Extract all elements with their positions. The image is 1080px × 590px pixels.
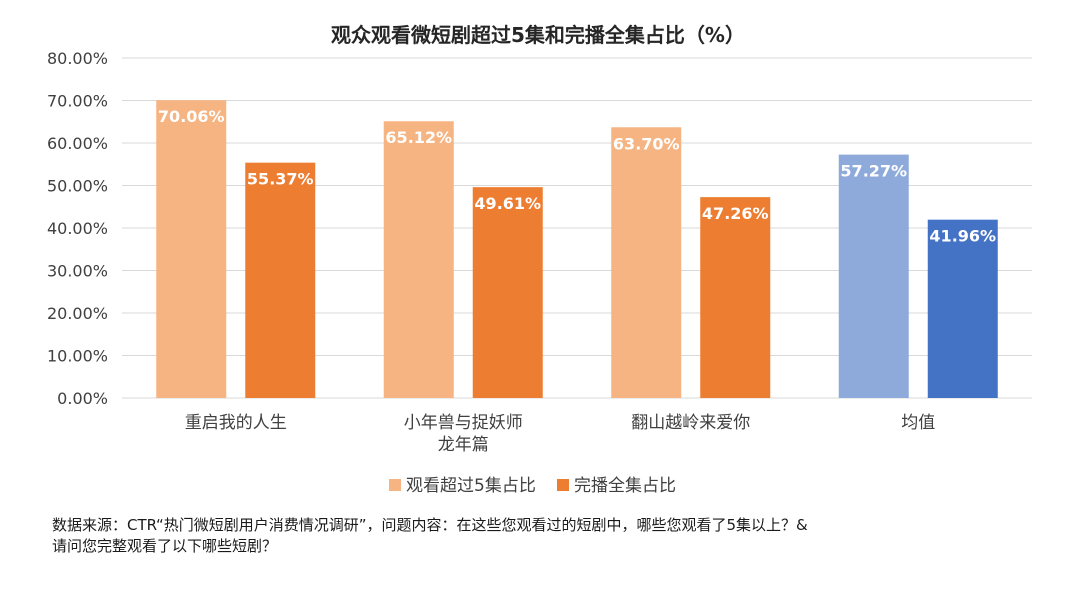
bar-over-5-episodes-3 [838, 154, 909, 398]
x-tick-label: 均值 [901, 413, 935, 433]
y-tick-label: 40.00% [47, 219, 108, 238]
bar-completed-0 [245, 162, 316, 398]
legend-swatch-series-1 [389, 479, 401, 491]
legend-label-series-2: 完播全集占比 [574, 476, 676, 496]
bar-chart: 观众观看微短剧超过5集和完播全集占比（%） 0.00% 10.00% 20.00% 3… [47, 23, 1032, 496]
legend-swatch-series-2 [557, 479, 569, 491]
data-label: 55.37% [247, 170, 314, 189]
bar-over-5-episodes-1 [383, 121, 454, 399]
legend: 观看超过5集占比 完播全集占比 [389, 476, 676, 496]
bar-over-5-episodes-0 [156, 100, 227, 399]
y-tick-label: 60.00% [47, 134, 108, 153]
y-tick-label: 70.00% [47, 92, 108, 111]
x-tick-label: 翻山越岭来爱你 [631, 413, 750, 433]
x-tick-label: 重启我的人生 [185, 413, 287, 433]
bar-completed-1 [472, 187, 543, 398]
data-label: 65.12% [385, 128, 452, 147]
data-label: 49.61% [474, 194, 541, 213]
bar-completed-3 [927, 219, 998, 398]
x-axis-ticks: 重启我的人生 小年兽与捉妖师龙年篇 翻山越岭来爱你 均值 [185, 413, 936, 455]
source-note-line-2: 请问您完整观看了以下哪些短剧？ [52, 537, 278, 555]
y-tick-label: 30.00% [47, 262, 108, 281]
x-tick-label: 小年兽与捉妖师龙年篇 [404, 413, 523, 455]
data-label: 47.26% [702, 204, 769, 223]
y-tick-label: 20.00% [47, 304, 108, 323]
data-label: 63.70% [613, 134, 680, 153]
bars [156, 100, 998, 399]
data-label: 41.96% [929, 227, 996, 246]
bar-completed-2 [700, 197, 771, 398]
y-tick-label: 80.00% [47, 49, 108, 68]
data-label: 70.06% [158, 107, 225, 126]
data-labels: 70.06% 55.37% 65.12% 49.61% 63.70% 47.26% 57.2… [158, 107, 996, 245]
data-label: 57.27% [840, 162, 907, 181]
y-axis-ticks: 0.00% 10.00% 20.00% 30.00% 40.00% 50.00% 60.00… [47, 49, 108, 408]
chart-title: 观众观看微短剧超过5集和完播全集占比（%） [331, 23, 745, 47]
y-tick-label: 0.00% [57, 389, 108, 408]
y-tick-label: 50.00% [47, 177, 108, 196]
y-tick-label: 10.00% [47, 347, 108, 366]
bar-over-5-episodes-2 [611, 127, 682, 399]
source-note: 数据来源：CTR“热门微短剧用户消费情况调研”，问题内容：在这些您观看过的短剧中… [52, 515, 1052, 557]
source-note-line-1: 数据来源：CTR“热门微短剧用户消费情况调研”，问题内容：在这些您观看过的短剧中… [52, 516, 808, 534]
legend-label-series-1: 观看超过5集占比 [406, 476, 536, 496]
